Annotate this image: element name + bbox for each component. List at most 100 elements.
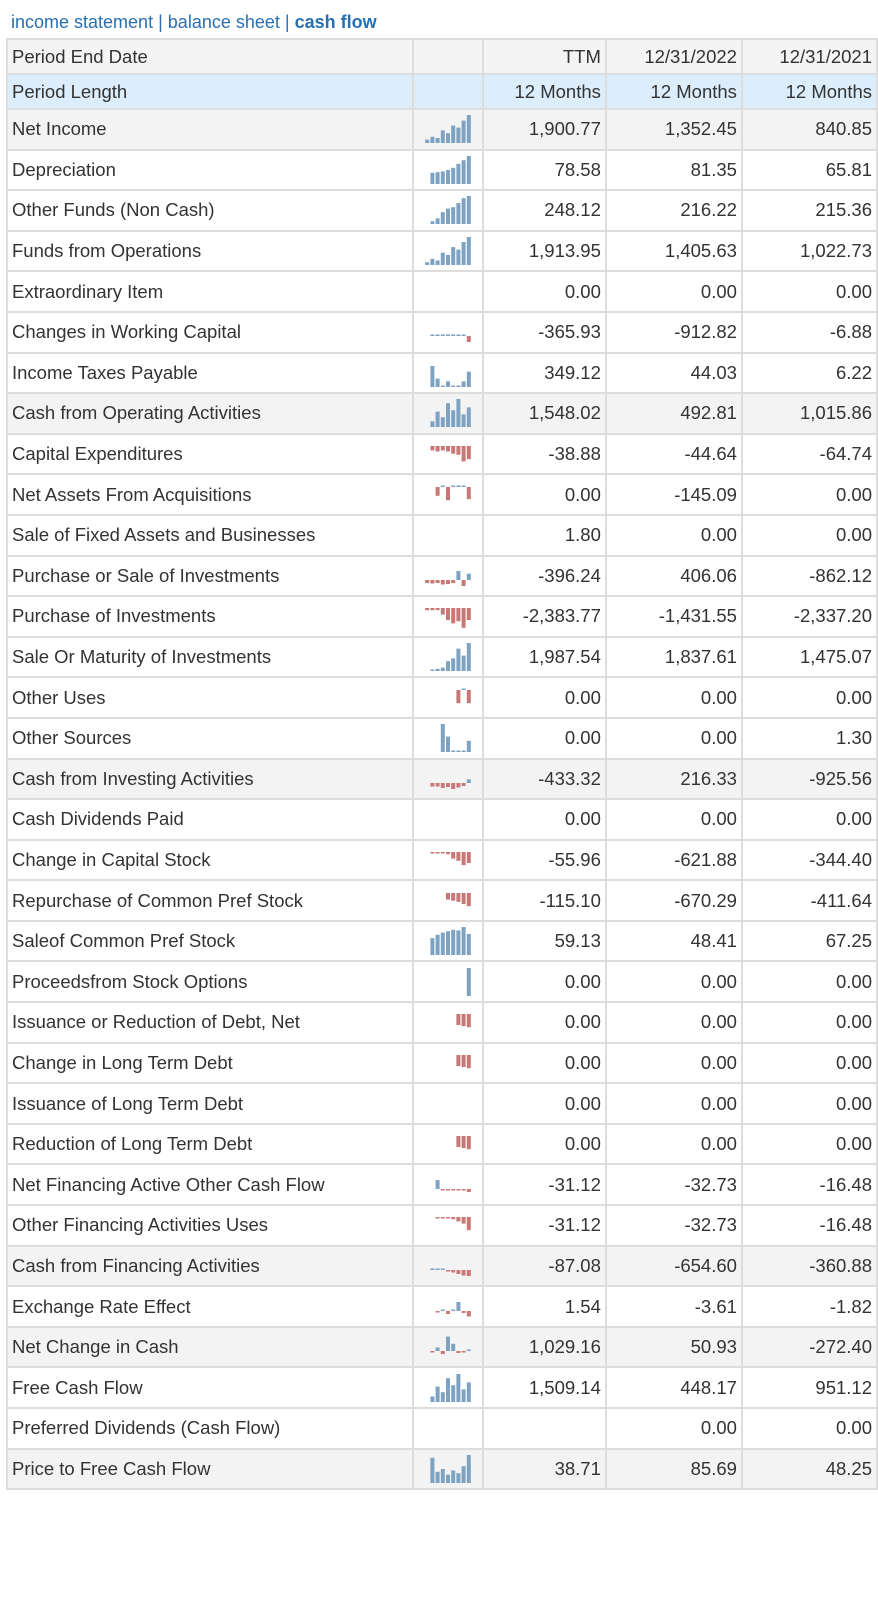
sparkline-chart[interactable]	[424, 359, 472, 387]
sparkline-chart[interactable]	[424, 643, 472, 672]
value-2022: -44.64	[604, 432, 743, 476]
value-2022: -912.82	[604, 310, 743, 354]
value-ttm: 0.00	[482, 473, 607, 516]
sparkline-chart[interactable]	[424, 846, 472, 874]
value-2021: -64.74	[740, 432, 878, 476]
sparkline-bar	[466, 741, 471, 753]
sparkline-bar	[461, 1466, 466, 1483]
sparkline-bar	[446, 851, 451, 855]
sparkline-chart[interactable]	[424, 1171, 472, 1199]
sparkline-cell	[412, 554, 485, 598]
sparkline-chart[interactable]	[424, 1049, 472, 1077]
sparkline-bar	[461, 750, 466, 753]
value-2021: 840.85	[740, 108, 878, 151]
row-label: Proceedsfrom Stock Options	[5, 960, 415, 1004]
row-label: Net Income	[5, 108, 415, 151]
value-2021: -862.12	[740, 554, 878, 598]
sparkline-bar	[456, 1188, 461, 1191]
sparkline-bar	[446, 1377, 451, 1402]
sparkline-chart[interactable]	[424, 115, 472, 144]
sparkline-bar	[430, 608, 435, 611]
tab-income-statement[interactable]: income statement	[11, 12, 154, 32]
sparkline-chart[interactable]	[424, 724, 472, 753]
sparkline-cell	[412, 676, 485, 719]
sparkline-bar	[440, 1468, 445, 1483]
sparkline-bar	[456, 851, 461, 861]
sparkline-chart[interactable]	[424, 967, 472, 996]
table-row: Free Cash Flow 1,509.14 448.17 951.12	[5, 1366, 878, 1409]
sparkline-cell	[412, 798, 485, 841]
sparkline-bar	[466, 1136, 471, 1150]
sparkline-bar	[466, 851, 471, 863]
row-label: Change in Capital Stock	[5, 838, 415, 882]
sparkline-bar	[451, 410, 456, 428]
tab-cash-flow[interactable]: cash flow	[294, 12, 377, 32]
sparkline-cell	[412, 513, 485, 557]
sparkline-bar	[425, 262, 430, 266]
tab-balance-sheet[interactable]: balance sheet	[167, 12, 280, 32]
value-ttm: -433.32	[482, 757, 607, 801]
value-ttm: -115.10	[482, 879, 607, 922]
sparkline-cell	[412, 229, 485, 273]
sparkline-bar	[446, 133, 451, 144]
table-row: Sale of Fixed Assets and Businesses 1.80 0…	[5, 513, 878, 557]
table-row: Income Taxes Payable 349.12 44.03 6.22	[5, 351, 878, 395]
sparkline-bar	[466, 446, 471, 460]
sparkline-chart[interactable]	[424, 1130, 472, 1158]
sparkline-bar	[430, 1457, 435, 1483]
sparkline-chart[interactable]	[424, 237, 472, 266]
sparkline-chart[interactable]	[424, 196, 472, 225]
value-2021: 951.12	[740, 1366, 878, 1409]
sparkline-bar	[456, 1136, 461, 1148]
sparkline-bar	[461, 1351, 466, 1353]
sparkline-bar	[466, 643, 471, 672]
sparkline-bar	[430, 137, 435, 144]
sparkline-bar	[435, 218, 440, 225]
sparkline-bar	[456, 1473, 461, 1483]
value-ttm: 1,029.16	[482, 1325, 607, 1369]
sparkline-chart[interactable]	[424, 1211, 472, 1239]
sparkline-bar	[435, 260, 440, 266]
value-2022: 1,352.45	[604, 108, 743, 151]
sparkline-chart[interactable]	[424, 765, 472, 793]
sparkline-chart[interactable]	[424, 1252, 472, 1280]
sparkline-chart[interactable]	[424, 440, 472, 468]
sparkline-chart[interactable]	[424, 1333, 472, 1361]
period-length-row: Period Length 12 Months 12 Months 12 Mon…	[5, 73, 878, 110]
sparkline-chart[interactable]	[424, 684, 472, 712]
sparkline-bar	[461, 608, 466, 629]
sparkline-bar	[451, 579, 456, 583]
sparkline-bar	[461, 655, 466, 672]
sparkline-chart[interactable]	[424, 399, 472, 428]
table-row: Sale Or Maturity of Investments 1,987.54 1…	[5, 635, 878, 679]
sparkline-bar	[446, 446, 451, 452]
sparkline-bar	[461, 892, 466, 904]
sparkline-chart[interactable]	[424, 562, 472, 590]
row-label: Net Assets From Acquisitions	[5, 473, 415, 516]
sparkline-bar	[466, 892, 471, 906]
sparkline-chart[interactable]	[424, 155, 472, 184]
row-label: Change in Long Term Debt	[5, 1041, 415, 1085]
sparkline-chart[interactable]	[424, 887, 472, 915]
sparkline-chart[interactable]	[424, 1008, 472, 1036]
sparkline-cell	[412, 1204, 485, 1247]
sparkline-bar	[461, 1217, 466, 1224]
sparkline-bar	[461, 927, 466, 956]
value-2021: 0.00	[740, 513, 878, 557]
sparkline-cell	[412, 1285, 485, 1328]
sparkline-chart[interactable]	[424, 1454, 472, 1483]
sparkline-bar	[456, 1269, 461, 1274]
column-header-ttm: TTM	[482, 38, 607, 75]
sparkline-chart[interactable]	[424, 318, 472, 346]
sparkline-bar	[466, 1382, 471, 1402]
sparkline-chart[interactable]	[424, 927, 472, 956]
sparkline-chart[interactable]	[424, 1293, 472, 1321]
value-2022: 0.00	[604, 960, 743, 1004]
sparkline-bar	[440, 1391, 445, 1402]
sparkline-chart[interactable]	[424, 481, 472, 509]
sparkline-chart[interactable]	[424, 602, 472, 630]
sparkline-chart[interactable]	[424, 1373, 472, 1402]
sparkline-bar	[466, 336, 471, 343]
value-2022: -32.73	[604, 1163, 743, 1207]
sparkline-bar	[446, 1310, 451, 1314]
